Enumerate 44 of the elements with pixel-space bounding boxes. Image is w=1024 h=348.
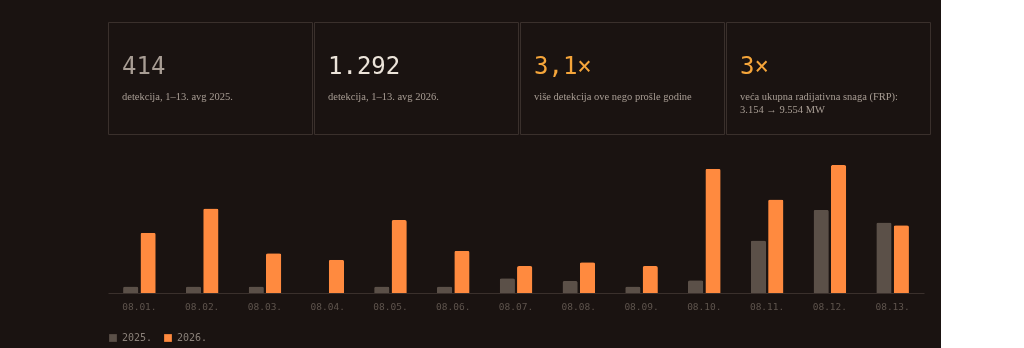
- bar: [876, 222, 892, 293]
- text: veća ukupna radijativna snaga (FRP):: [740, 91, 899, 102]
- x-tick-label: 08.07.: [498, 300, 534, 312]
- text: 1.292: [328, 52, 401, 80]
- text: detekcija, 1–13. avg 2025.: [122, 91, 233, 102]
- x-tick-label: 08.04.: [310, 300, 345, 312]
- x-tick-label: 08.10.: [687, 300, 722, 312]
- text: 3,1×: [534, 52, 592, 80]
- x-tick-label: 08.13.: [875, 300, 910, 312]
- bar: [185, 286, 202, 293]
- legend-label: 2025.: [122, 332, 153, 343]
- bar: [579, 262, 596, 293]
- bar: [454, 250, 470, 293]
- text: više detekcija ove nego prošle godine: [534, 91, 692, 102]
- x-tick-label: 08.02.: [184, 300, 220, 312]
- x-tick-label: 08.01.: [122, 300, 157, 312]
- bar: [687, 280, 704, 293]
- bar: [328, 259, 345, 293]
- text: 3.154 → 9.554 MW: [740, 104, 825, 115]
- bar: [203, 208, 219, 293]
- x-tick-label: 08.06.: [436, 300, 471, 312]
- text: detekcija, 1–13. avg 2026.: [328, 91, 439, 102]
- bar: [830, 165, 847, 293]
- x-tick-label: 08.05.: [373, 300, 408, 312]
- text: 414: [122, 52, 166, 80]
- bar: [642, 266, 658, 293]
- text: 3×: [740, 52, 769, 80]
- x-tick-label: 08.03.: [247, 300, 283, 312]
- x-tick-label: 08.11.: [749, 300, 785, 312]
- bar: [436, 286, 453, 293]
- x-tick-label: 08.12.: [812, 300, 848, 312]
- bar: [750, 240, 767, 293]
- bar: [391, 220, 407, 293]
- x-tick-label: 08.08.: [561, 300, 596, 312]
- x-tick-label: 08.09.: [624, 300, 659, 312]
- bar: [517, 266, 533, 293]
- bar: [813, 209, 829, 293]
- bar: [562, 280, 578, 293]
- bar: [140, 232, 156, 293]
- legend-label: 2026.: [177, 332, 208, 343]
- bar: [768, 199, 784, 293]
- bar: [893, 225, 909, 293]
- bar: [705, 168, 721, 293]
- bar: [265, 253, 282, 293]
